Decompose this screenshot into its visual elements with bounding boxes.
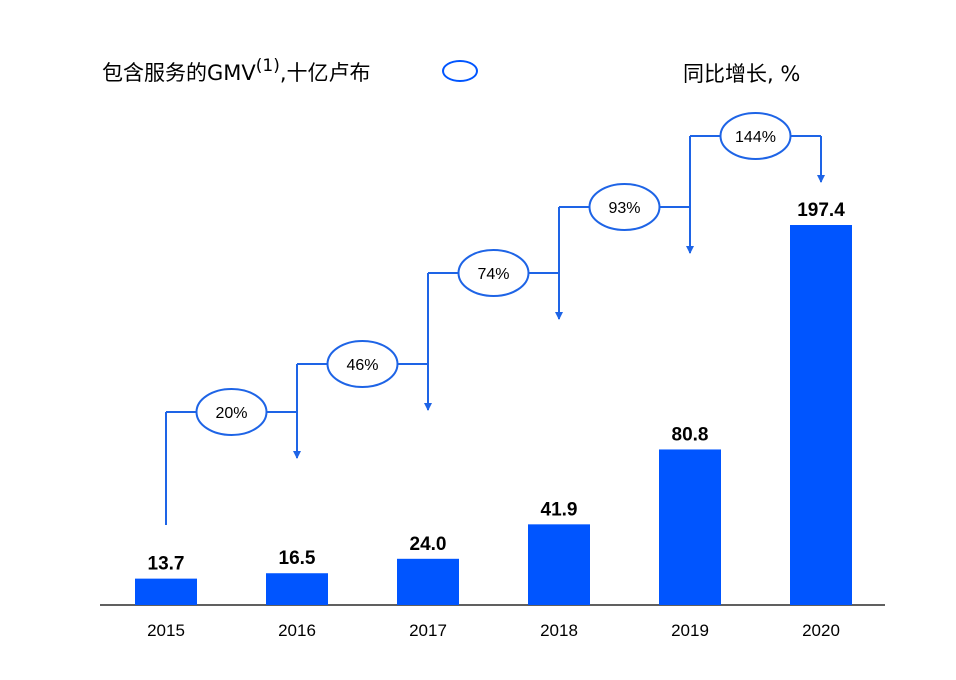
growth-label-5: 144% (735, 129, 776, 146)
growth-arrowhead-3 (555, 312, 563, 320)
growth-label-3: 74% (477, 266, 509, 283)
value-label-2019: 80.8 (672, 424, 709, 445)
bar-2015 (135, 578, 197, 605)
value-label-2017: 24.0 (410, 534, 447, 555)
x-tick-2015: 2015 (147, 621, 185, 640)
value-label-2020: 197.4 (797, 200, 845, 221)
growth-oval-2 (326, 340, 399, 388)
x-tick-2020: 2020 (802, 621, 840, 640)
bar-2016 (266, 573, 328, 605)
bar-2018 (528, 524, 590, 605)
x-tick-2016: 2016 (278, 621, 316, 640)
value-label-2015: 13.7 (148, 554, 185, 575)
chart-title-growth: 同比增长, % (683, 62, 801, 86)
growth-oval-1 (195, 388, 268, 436)
growth-oval-3 (457, 249, 530, 297)
title-gmv-unit: ,十亿卢布 (279, 61, 371, 85)
x-tick-2017: 2017 (409, 621, 447, 640)
title-gmv-text: 包含服务的GMV (102, 61, 256, 85)
growth-oval-4 (588, 183, 661, 231)
legend-growth-oval (442, 60, 478, 82)
x-tick-2018: 2018 (540, 621, 578, 640)
growth-oval-5 (719, 112, 792, 160)
growth-label-2: 46% (346, 357, 378, 374)
growth-label-1: 20% (215, 405, 247, 422)
bar-2020 (790, 225, 852, 605)
growth-arrowhead-4 (686, 246, 694, 254)
growth-label-4: 93% (608, 200, 640, 217)
value-label-2016: 16.5 (279, 548, 316, 569)
chart-title-gmv: 包含服务的GMV(1),十亿卢布 (102, 56, 371, 87)
growth-arrowhead-2 (424, 403, 432, 411)
bar-2017 (397, 558, 459, 605)
footnote-marker: (1) (255, 56, 280, 76)
growth-arrowhead-1 (293, 451, 301, 459)
value-label-2018: 41.9 (541, 499, 578, 520)
growth-arrowhead-5 (817, 175, 825, 183)
x-tick-2019: 2019 (671, 621, 709, 640)
bar-2019 (659, 449, 721, 605)
